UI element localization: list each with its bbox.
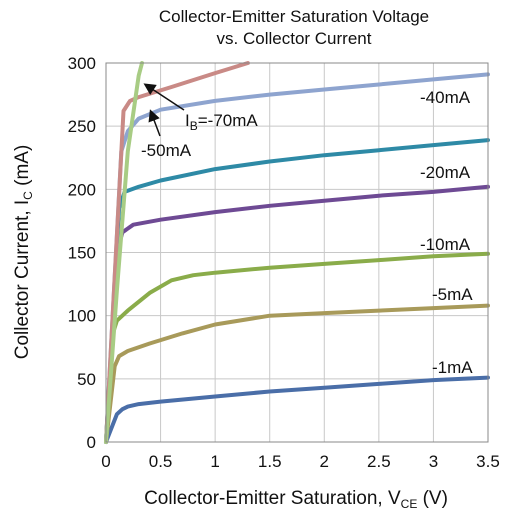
y-axis-label-sub: C [21,191,35,200]
x-axis-label-sub: CE [401,497,418,511]
annotation-ib-70ma: IB=-70mA [185,111,258,133]
y-tick-label: 200 [68,180,96,199]
x-axis-label-unit: (V) [417,488,448,509]
series-line [104,375,490,444]
annotation-arrow-50ma [148,109,161,137]
y-tick-label: 0 [87,433,96,452]
annotation-ib-sub: B [190,119,198,133]
x-axis-label-main: Collector-Emitter Saturation, V [144,488,401,509]
series-line [104,303,490,444]
series-line [104,61,250,444]
x-tick-label: 1 [210,452,219,471]
x-tick-label: 2 [320,452,329,471]
series-label-20ma: -20mA [420,163,471,182]
annotation-ib-main: I [185,111,190,130]
x-tick-label: 0 [101,452,110,471]
y-tick-label: 50 [77,370,96,389]
series-line [104,251,490,444]
series-line [104,138,490,444]
y-tick-label: 300 [68,54,96,73]
x-tick-label: 3.5 [476,452,500,471]
series-label-1ma: -1mA [432,358,473,377]
x-tick-label: 1.5 [258,452,282,471]
chart-title-line-1: Collector-Emitter Saturation Voltage [159,7,429,26]
tick-labels: 0 0.5 1 1.5 2 2.5 3 3.5 0 50 100 150 200 250 300 [68,54,500,471]
grid [105,62,489,443]
series-line [104,72,490,444]
y-tick-label: 250 [68,117,96,136]
series-label-40ma: -40mA [420,88,471,107]
y-axis-label-main: Collector Current, I [12,200,33,359]
series-label-5ma: -5mA [432,285,473,304]
y-axis-label-unit: (mA) [12,145,33,191]
y-tick-label: 150 [68,244,96,263]
series-group [104,61,490,444]
annotation-50ma: -50mA [141,141,192,160]
chart-title-line-2: vs. Collector Current [217,29,372,48]
x-tick-label: 2.5 [367,452,391,471]
x-axis-label: Collector-Emitter Saturation, VCE (V) [144,488,448,511]
series-label-10ma: -10mA [420,235,471,254]
series-line [104,61,144,444]
x-tick-label: 0.5 [149,452,173,471]
annotation-ib-rest: =-70mA [198,111,259,130]
y-axis-label: Collector Current, IC (mA) [12,145,35,360]
annotation-arrow-70ma [143,83,185,111]
y-tick-label: 100 [68,307,96,326]
x-tick-label: 3 [429,452,438,471]
plot-frame [105,62,489,443]
